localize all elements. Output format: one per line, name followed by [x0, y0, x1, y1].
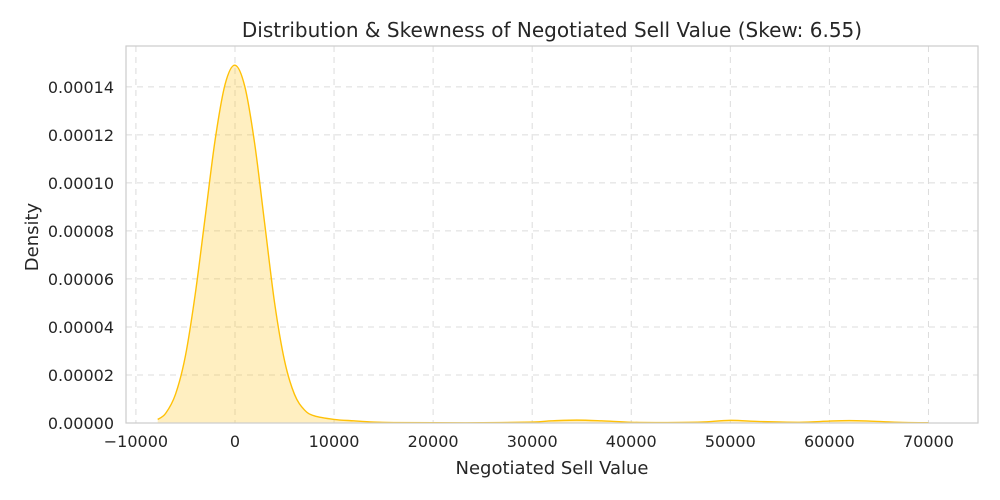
x-tick-label: 0	[230, 432, 240, 451]
x-tick-label: 50000	[705, 432, 756, 451]
y-tick-label: 0.00010	[48, 174, 114, 193]
kde-area	[157, 65, 929, 424]
y-tick-label: 0.00006	[48, 270, 114, 289]
x-tick-label: 60000	[804, 432, 855, 451]
chart-title: Distribution & Skewness of Negotiated Se…	[242, 18, 862, 42]
x-tick-label: −10000	[104, 432, 168, 451]
y-axis-ticks: 0.00000 0.00002 0.00004 0.00006 0.00008 0.000…	[48, 78, 114, 433]
kde-curve	[157, 64, 929, 424]
x-tick-label: 40000	[606, 432, 657, 451]
y-tick-label: 0.00000	[48, 414, 114, 433]
x-tick-label: 30000	[507, 432, 558, 451]
y-tick-label: 0.00014	[48, 78, 114, 97]
x-tick-label: 20000	[408, 432, 459, 451]
x-tick-label: 10000	[309, 432, 360, 451]
y-tick-label: 0.00008	[48, 222, 114, 241]
y-axis-label: Density	[22, 202, 43, 271]
y-tick-label: 0.00012	[48, 126, 114, 145]
y-tick-label: 0.00002	[48, 366, 114, 385]
y-tick-label: 0.00004	[48, 318, 114, 337]
x-axis-label: Negotiated Sell Value	[456, 458, 649, 479]
x-tick-label: 70000	[903, 432, 954, 451]
plot-frame	[125, 45, 979, 424]
x-axis-ticks: −10000 0 10000 20000 30000 40000 50000 60000 700…	[104, 432, 954, 451]
